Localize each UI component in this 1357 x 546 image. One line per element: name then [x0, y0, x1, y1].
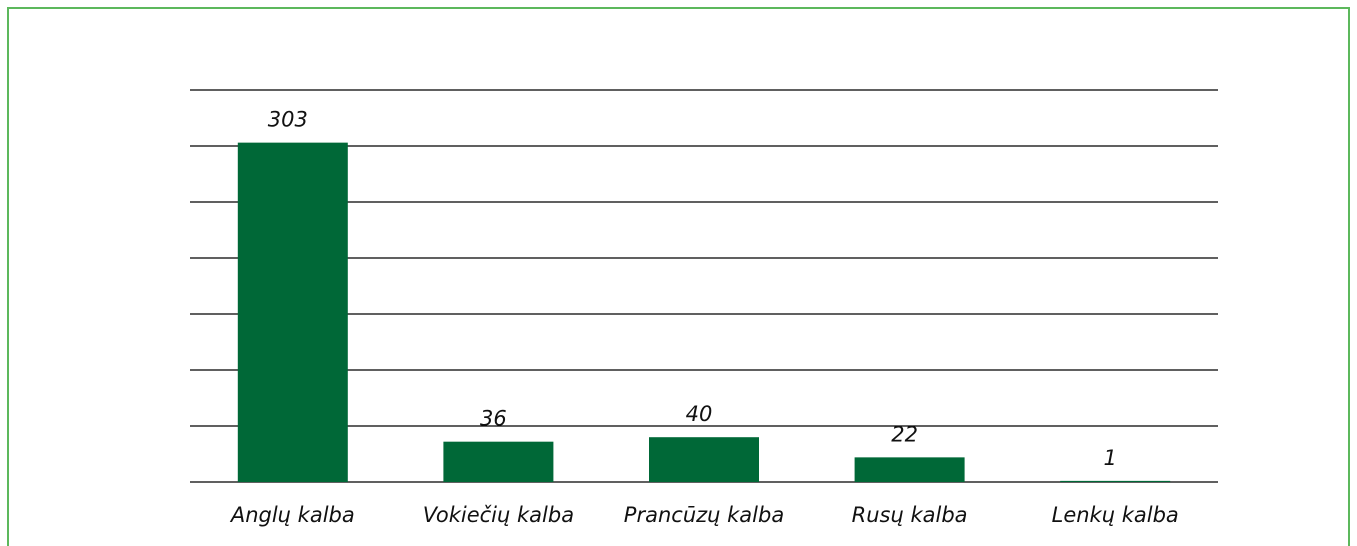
- bar: [443, 441, 554, 482]
- x-tick-label: Prancūzų kalba: [624, 503, 784, 527]
- value-label: 36: [480, 407, 507, 431]
- x-tick-label: Lenkų kalba: [1052, 503, 1179, 527]
- value-label: 1: [1104, 446, 1117, 470]
- x-tick-label: Rusų kalba: [852, 503, 968, 527]
- x-tick-label: Vokiečių kalba: [423, 503, 574, 527]
- value-label: 303: [268, 108, 308, 132]
- bar: [1060, 480, 1171, 482]
- bar: [854, 457, 965, 482]
- frame: [7, 7, 1350, 546]
- bar: [649, 437, 759, 482]
- value-label: 22: [891, 422, 918, 446]
- x-tick-label: Anglų kalba: [229, 503, 355, 527]
- value-label: 40: [686, 402, 713, 426]
- bar: [237, 142, 348, 482]
